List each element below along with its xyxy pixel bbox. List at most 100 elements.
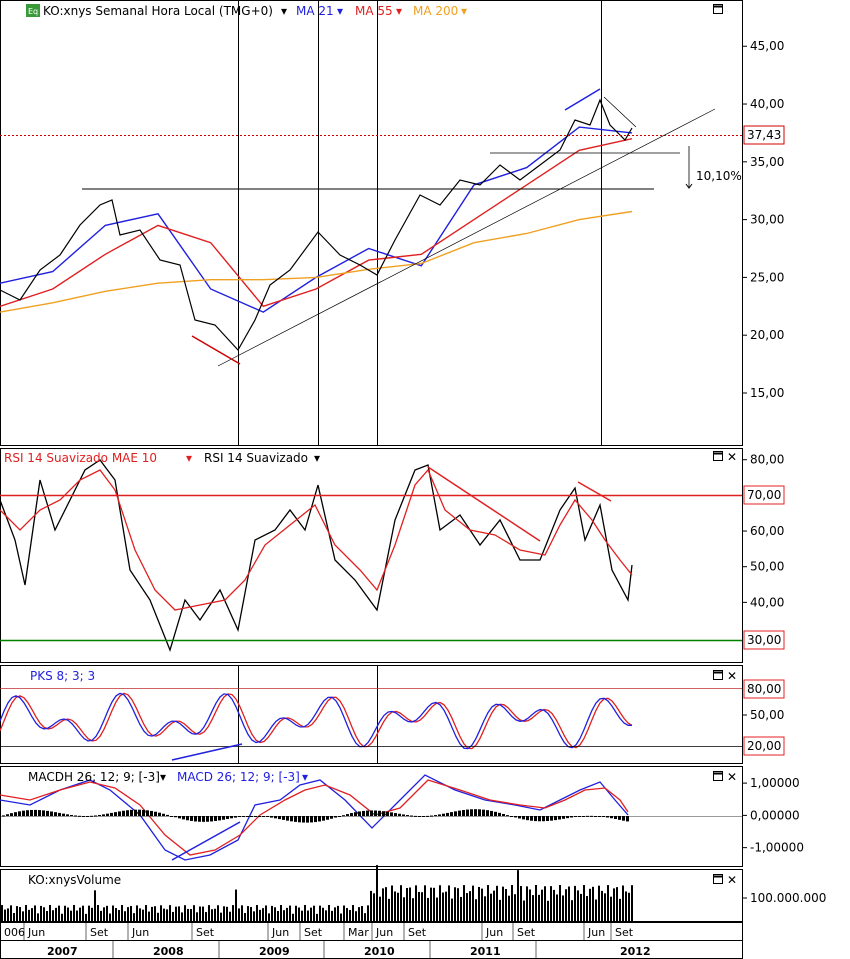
price-title-bar[interactable]: Eq KO:xnys Semanal Hora Local (TMG+0) ▾ …: [26, 4, 467, 18]
price-maximize-icon[interactable]: [713, 4, 723, 14]
stoch-title[interactable]: PKS 8; 3; 3: [30, 669, 95, 683]
volume-bar: [256, 905, 258, 921]
macd-histogram-bar: [442, 813, 445, 816]
volume-bar: [214, 908, 216, 921]
stoch-k-line: [0, 692, 632, 750]
macdh-title[interactable]: MACDH 26; 12; 9; [-3]: [28, 770, 160, 784]
volume-bar: [301, 910, 303, 921]
volume-bar: [472, 885, 474, 921]
macd-histogram-bar: [142, 809, 145, 816]
legend-ma21-dropdown-icon[interactable]: ▾: [337, 4, 343, 18]
y-tick-label: 30,00: [750, 213, 784, 227]
volume-bar: [25, 905, 27, 921]
macd-histogram-bar: [498, 812, 501, 816]
price-title-dropdown-icon[interactable]: ▾: [281, 4, 287, 18]
stochastic-annotations: [0, 688, 742, 761]
rsi-dropdown-icon[interactable]: ▾: [314, 451, 320, 465]
volume-bar: [232, 905, 234, 921]
stoch-maximize-icon[interactable]: [713, 670, 723, 680]
legend-ma200-dropdown-icon[interactable]: ▾: [461, 4, 467, 18]
volume-bar: [100, 910, 102, 921]
volume-bar: [58, 905, 60, 921]
volume-bar: [502, 886, 504, 921]
rsi-title-bar[interactable]: RSI 14 Suavizado MAE 10 ▾ RSI 14 Suaviza…: [4, 451, 320, 465]
rsi-title[interactable]: RSI 14 Suavizado: [204, 451, 308, 465]
macd-histogram-bar: [326, 816, 329, 820]
macd-histogram-bar: [366, 810, 369, 816]
volume-close-icon[interactable]: ✕: [727, 873, 737, 887]
macd-histogram-bar: [358, 811, 361, 816]
volume-bar: [112, 905, 114, 921]
rsi-maximize-icon[interactable]: [713, 451, 723, 461]
volume-bar: [556, 894, 558, 921]
volume-bar: [499, 899, 501, 921]
macdh-dropdown-icon[interactable]: ▾: [160, 770, 166, 784]
rsi-ma-title[interactable]: RSI 14 Suavizado MAE 10: [4, 451, 157, 465]
volume-bar: [424, 885, 426, 921]
volume-bar: [208, 905, 210, 921]
volume-bar: [628, 892, 630, 921]
macd-maximize-icon[interactable]: [713, 771, 723, 781]
macd-histogram-bar: [286, 816, 289, 821]
stoch-title-bar[interactable]: PKS 8; 3; 3: [30, 669, 95, 683]
macd-histogram-bar: [554, 816, 557, 821]
volume-bar: [436, 897, 438, 921]
macd-histogram-bar: [518, 816, 521, 819]
volume-bar: [574, 885, 576, 921]
rsi-ma-dropdown-icon[interactable]: ▾: [186, 451, 192, 465]
legend-ma55[interactable]: MA 55: [355, 4, 393, 18]
volume-bar: [253, 911, 255, 921]
x-month-label: Jun: [485, 926, 503, 939]
volume-bar: [319, 905, 321, 921]
y-tick-label: 15,00: [750, 386, 784, 400]
legend-ma200[interactable]: MA 200: [413, 4, 458, 18]
volume-bar: [445, 891, 447, 921]
macd-histogram-bar: [566, 816, 569, 819]
volume-bar: [346, 908, 348, 921]
volume-bar: [553, 889, 555, 921]
macd-dropdown-icon[interactable]: ▾: [302, 770, 308, 784]
macd-histogram-bar: [202, 816, 205, 822]
legend-ma55-dropdown-icon[interactable]: ▾: [396, 4, 402, 18]
macd-histogram-bar: [438, 814, 441, 816]
macd-histogram-bar: [94, 815, 97, 817]
volume-bar: [508, 895, 510, 921]
rsi-series: [0, 459, 633, 652]
macd-title[interactable]: MACD 26; 12; 9; [-3]: [177, 770, 300, 784]
volume-bar: [235, 889, 237, 921]
volume-bar: [547, 900, 549, 921]
macd-histogram-bar: [114, 812, 117, 816]
x-month-label: Set: [304, 926, 323, 939]
stoch-d-line: [0, 692, 633, 750]
volume-bar: [130, 906, 132, 921]
legend-ma21[interactable]: MA 21: [296, 4, 334, 18]
eq-icon[interactable]: [26, 4, 40, 17]
volume-bar: [364, 913, 366, 921]
y-tick-label: 40,00: [750, 595, 784, 609]
value-badges: 37,43 70,00 30,00 80,00 20,00: [743, 125, 785, 756]
macd-histogram-bar: [354, 812, 357, 816]
volume-bar: [166, 909, 168, 921]
rsi-close-icon[interactable]: ✕: [727, 450, 737, 464]
y-tick-label: 25,00: [750, 270, 784, 284]
macd-histogram-bar: [470, 809, 473, 816]
macd-histogram-bar: [26, 810, 29, 816]
macd-annotations: [0, 816, 742, 861]
macd-histogram-bar: [434, 815, 437, 817]
x-month-label: Set: [196, 926, 215, 939]
macd-histogram-bar: [374, 810, 377, 816]
macd-histogram-bar: [350, 813, 353, 816]
volume-maximize-icon[interactable]: [713, 874, 723, 884]
macd-histogram-bar: [6, 814, 9, 816]
macd-histogram-bar: [394, 813, 397, 816]
panel-controls[interactable]: ✕ ✕ ✕ ✕: [713, 4, 738, 888]
macd-close-icon[interactable]: ✕: [727, 770, 737, 784]
macd-histogram-bar: [50, 811, 53, 816]
volume-bar: [46, 911, 48, 921]
volume-bar: [220, 912, 222, 921]
macd-title-bar[interactable]: MACDH 26; 12; 9; [-3] ▾ MACD 26; 12; 9; …: [28, 770, 308, 784]
stoch-close-icon[interactable]: ✕: [727, 669, 737, 683]
volume-bar: [490, 893, 492, 921]
macd-histogram-bar: [310, 816, 313, 823]
volume-bar: [229, 911, 231, 921]
